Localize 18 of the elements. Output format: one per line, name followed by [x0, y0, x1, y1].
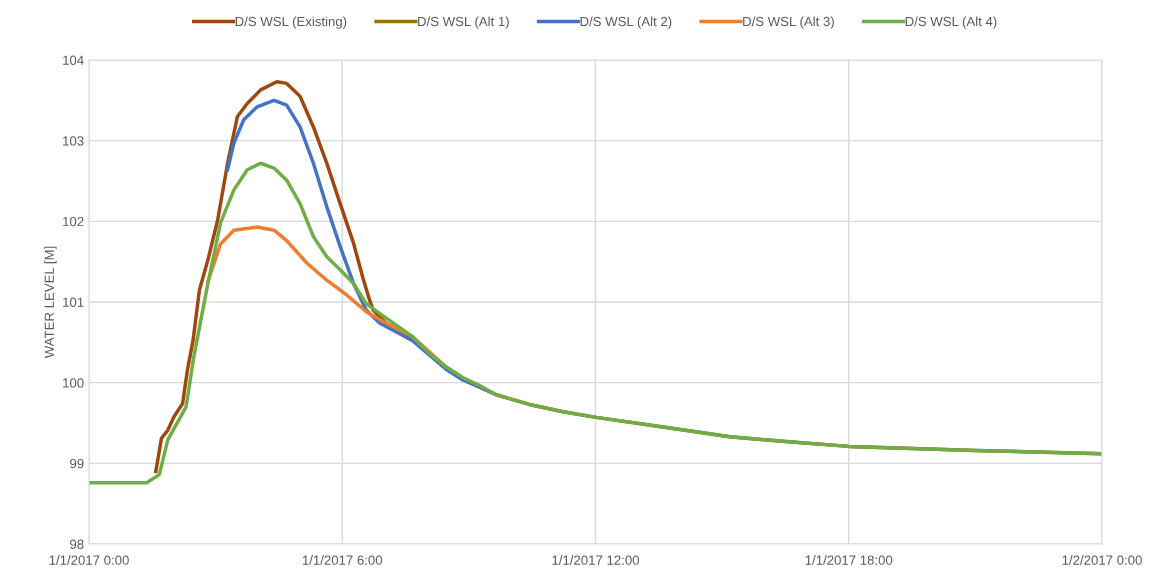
y-tick-label: 102 — [63, 216, 84, 227]
x-tick-label: 1/1/2017 0:00 — [49, 555, 129, 565]
x-tick-label: 1/1/2017 12:00 — [552, 555, 640, 565]
legend-label: D/S WSL (Alt 3) — [743, 16, 834, 29]
x-tick-label: 1/2/2017 0:00 — [1062, 555, 1142, 565]
y-tick-label: 103 — [63, 136, 84, 146]
legend-label: D/S WSL (Alt 4) — [905, 16, 997, 29]
y-tick-label: 104 — [63, 55, 84, 65]
legend-label: D/S WSL (Alt 1) — [418, 16, 509, 29]
y-axis-title: WATER LEVEL [M] — [44, 246, 57, 359]
x-tick-label: 1/1/2017 18:00 — [805, 555, 893, 565]
y-tick-label: 101 — [63, 297, 84, 307]
x-tick-label: 1/1/2017 6:00 — [302, 555, 383, 565]
legend-label: D/S WSL (Existing) — [235, 16, 347, 29]
y-tick-label: 100 — [63, 378, 84, 388]
y-tick-label: 98 — [70, 539, 84, 549]
legend-label: D/S WSL (Alt 2) — [580, 16, 672, 29]
y-tick-label: 99 — [70, 458, 84, 469]
